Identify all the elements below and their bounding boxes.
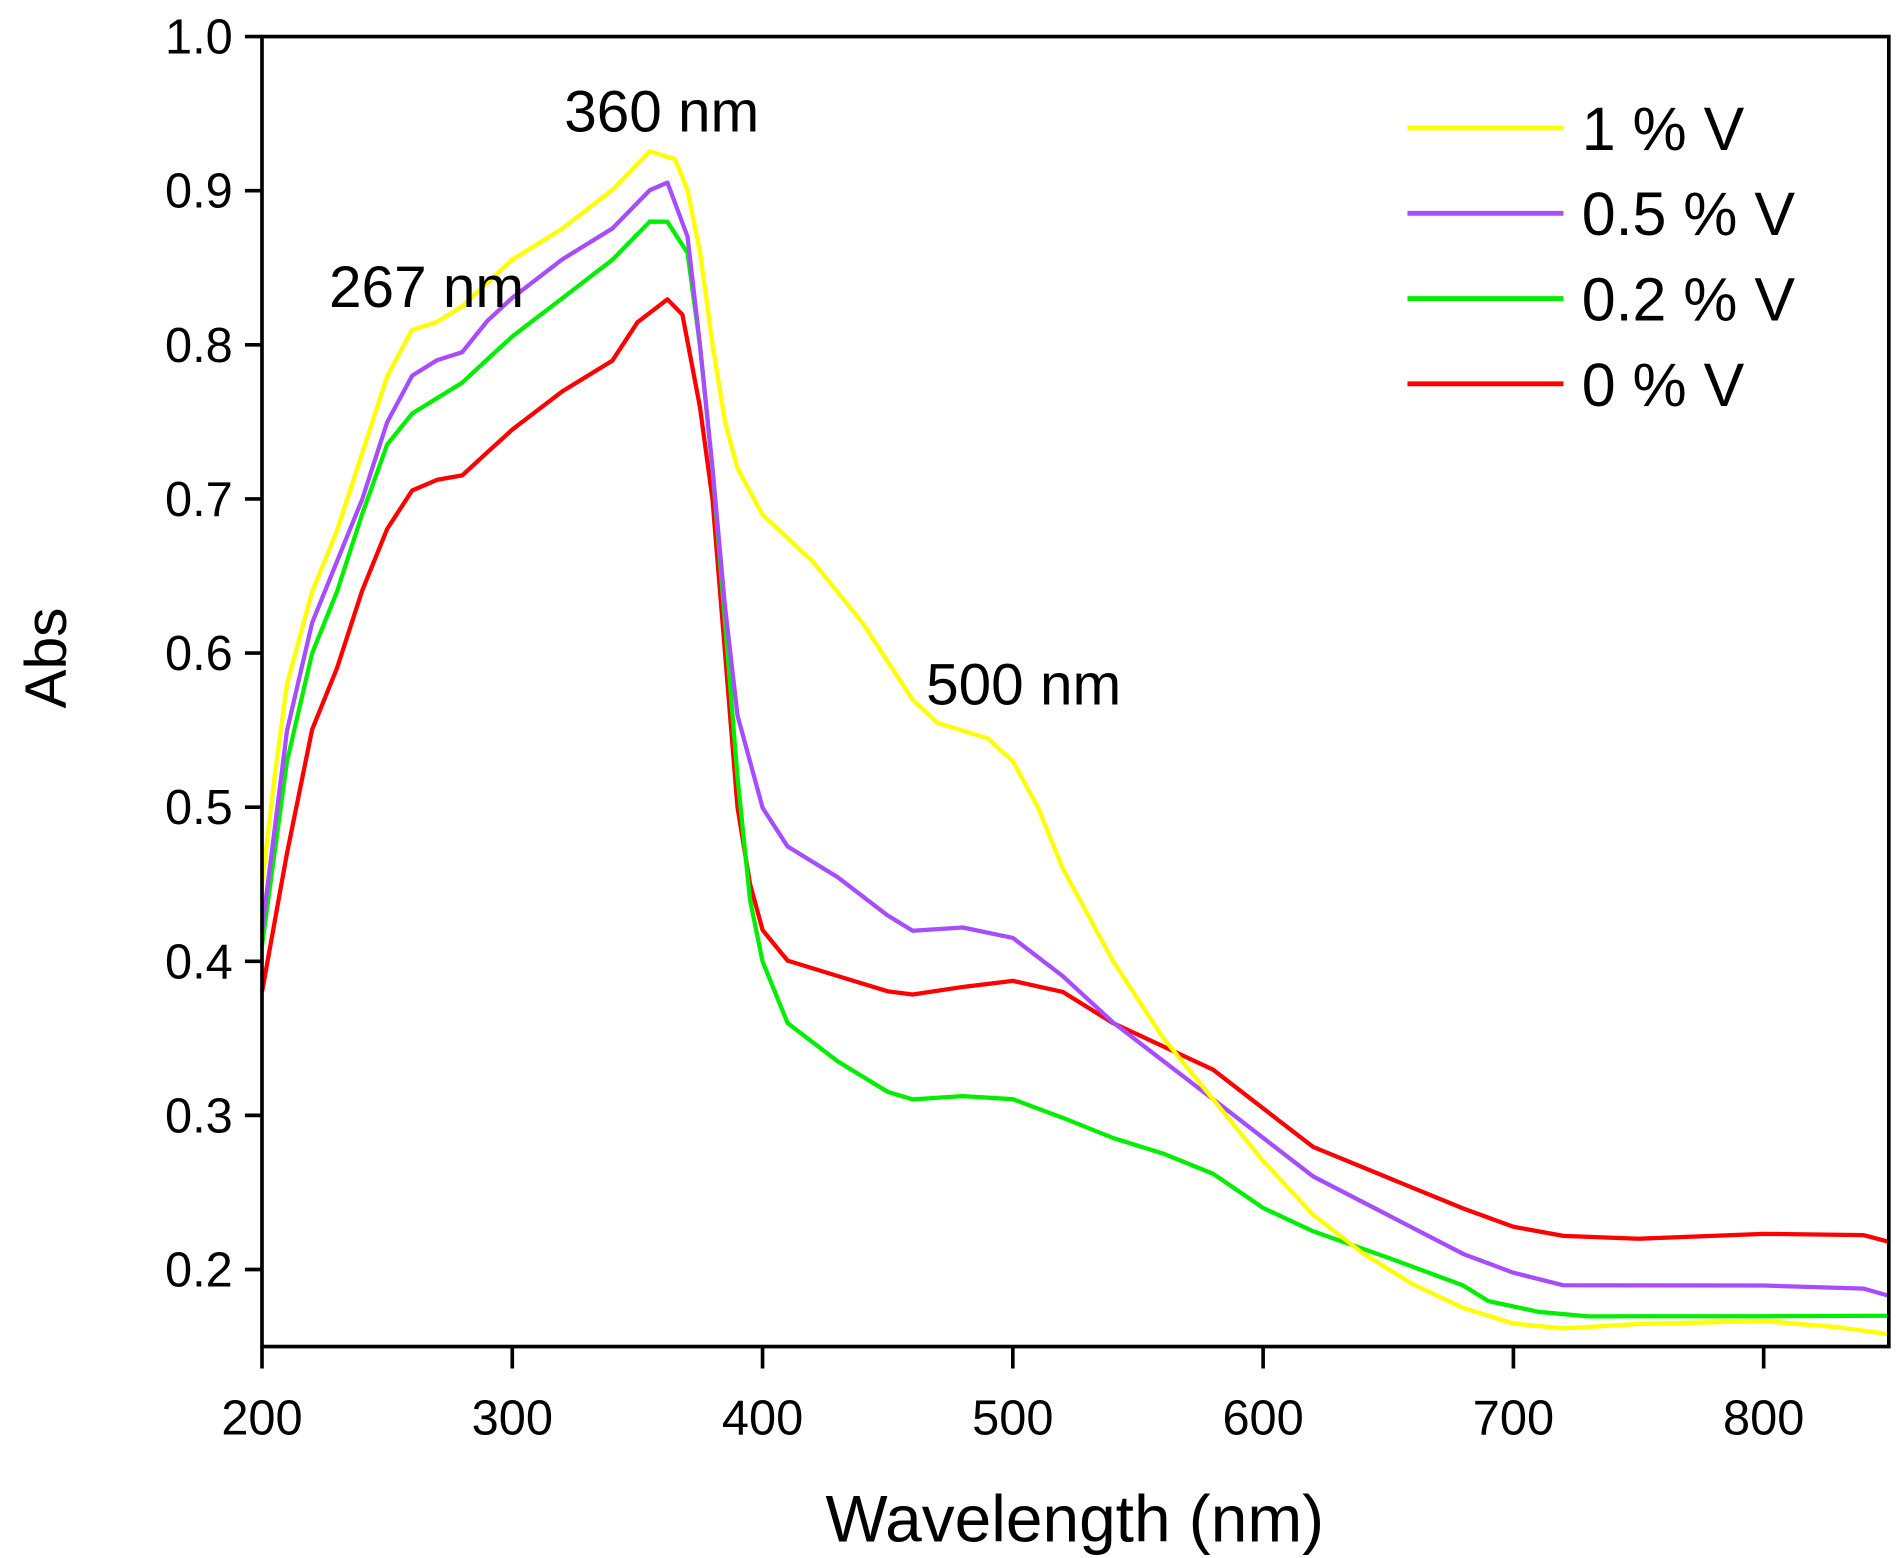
series-layer — [259, 149, 1890, 1337]
series-line-0 — [259, 149, 1890, 1337]
legend-label: 0.5 % V — [1582, 180, 1796, 248]
ticks-layer: 200 300 400 500 600 700 800 0.2 0.3 0.4 0.5 0.6 0.7 0… — [165, 11, 1804, 1446]
x-tick-label: 400 — [722, 1391, 803, 1445]
y-tick-label: 1.0 — [165, 11, 233, 65]
x-axis-label: Wavelength (nm) — [826, 1482, 1325, 1556]
y-tick-label: 0.5 — [165, 781, 233, 835]
series-line-2 — [259, 219, 1889, 1319]
y-tick-label: 0.7 — [165, 473, 233, 527]
legend-item-2: 0.2 % V — [1407, 266, 1795, 334]
x-tick-label: 500 — [972, 1391, 1053, 1445]
legend-item-3: 0 % V — [1407, 351, 1745, 419]
legend-item-0: 1 % V — [1407, 95, 1745, 163]
x-tick-label: 600 — [1222, 1391, 1303, 1445]
legend-label: 0.2 % V — [1582, 266, 1796, 334]
y-tick-label: 0.6 — [165, 627, 233, 681]
y-tick-label: 0.2 — [165, 1244, 233, 1298]
x-tick-label: 200 — [221, 1391, 302, 1445]
y-tick-label: 0.3 — [165, 1089, 233, 1143]
y-tick-label: 0.8 — [165, 319, 233, 373]
x-tick-label: 700 — [1473, 1391, 1554, 1445]
x-tick-label: 800 — [1723, 1391, 1804, 1445]
series-line-3 — [259, 297, 1890, 1244]
x-tick-label: 300 — [472, 1391, 553, 1445]
annotation-360nm: 360 nm — [564, 80, 759, 145]
legend: 1 % V 0.5 % V 0.2 % V 0 % V — [1407, 95, 1795, 419]
annotation-500nm: 500 nm — [926, 652, 1121, 717]
legend-item-1: 0.5 % V — [1407, 180, 1795, 248]
y-tick-label: 0.4 — [165, 935, 233, 989]
legend-label: 0 % V — [1582, 351, 1745, 419]
annotation-267nm: 267 nm — [329, 255, 524, 320]
plot-frame — [260, 34, 1891, 1349]
y-tick-label: 0.9 — [165, 165, 233, 219]
series-line-1 — [259, 180, 1890, 1298]
legend-label: 1 % V — [1582, 95, 1745, 163]
y-axis-label: Abs — [14, 608, 79, 709]
